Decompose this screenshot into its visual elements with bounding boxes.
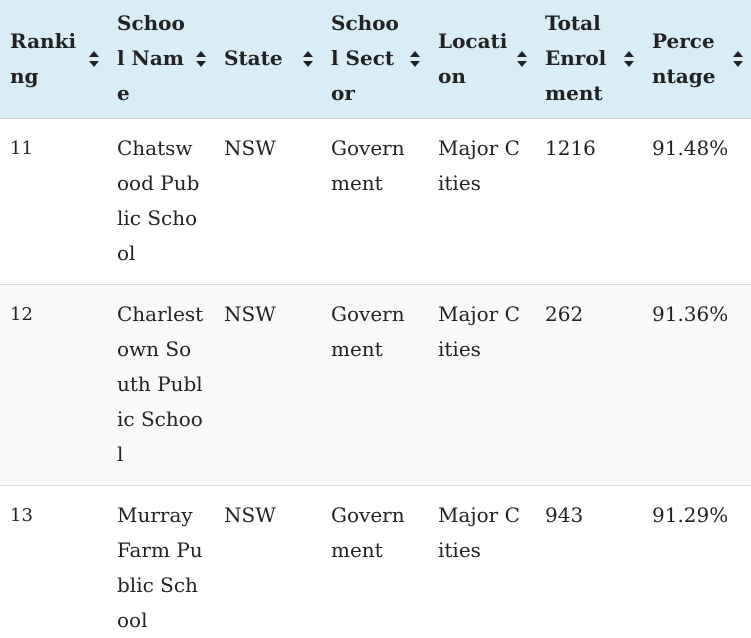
column-header-label: Location: [438, 28, 508, 88]
sort-icon[interactable]: [88, 49, 100, 69]
cell-ranking: 13: [0, 485, 107, 638]
table-header: Ranking School Name State School Sector …: [0, 0, 751, 119]
cell-percentage: 91.29%: [642, 485, 751, 638]
cell-percentage: 91.48%: [642, 118, 751, 285]
cell-total-enrolment: 1216: [535, 118, 642, 285]
table-row: 13 Murray Farm Public School NSW Governm…: [0, 485, 751, 638]
column-header-ranking[interactable]: Ranking: [0, 0, 107, 119]
cell-state: NSW: [214, 118, 321, 285]
cell-school-sector: Government: [321, 284, 428, 486]
column-header-percentage[interactable]: Percentage: [642, 0, 751, 119]
table-body: 11 Chatswood Public School NSW Governmen…: [0, 118, 751, 638]
table-row: 12 Charlestown South Public School NSW G…: [0, 284, 751, 486]
cell-state: NSW: [214, 284, 321, 486]
column-header-label: Percentage: [652, 28, 716, 88]
column-header-label: School Sector: [331, 11, 399, 106]
cell-location: Major Cities: [428, 284, 535, 486]
cell-location: Major Cities: [428, 485, 535, 638]
cell-location: Major Cities: [428, 118, 535, 285]
sort-icon[interactable]: [409, 49, 421, 69]
cell-state: NSW: [214, 485, 321, 638]
column-header-label: State: [224, 46, 283, 71]
column-header-school-sector[interactable]: School Sector: [321, 0, 428, 119]
cell-total-enrolment: 943: [535, 485, 642, 638]
cell-total-enrolment: 262: [535, 284, 642, 486]
column-header-location[interactable]: Location: [428, 0, 535, 119]
table-row: 11 Chatswood Public School NSW Governmen…: [0, 118, 751, 285]
column-header-total-enrolment[interactable]: Total Enrolment: [535, 0, 642, 119]
column-header-label: Total Enrolment: [545, 11, 607, 106]
column-header-school-name[interactable]: School Name: [107, 0, 214, 119]
sort-icon[interactable]: [195, 49, 207, 69]
sort-icon[interactable]: [732, 49, 744, 69]
sort-icon[interactable]: [302, 49, 314, 69]
cell-school-name: Chatswood Public School: [107, 118, 214, 285]
cell-ranking: 12: [0, 284, 107, 486]
cell-percentage: 91.36%: [642, 284, 751, 486]
column-header-label: Ranking: [10, 28, 77, 88]
header-row: Ranking School Name State School Sector …: [0, 0, 751, 119]
sort-icon[interactable]: [516, 49, 528, 69]
cell-school-sector: Government: [321, 118, 428, 285]
column-header-state[interactable]: State: [214, 0, 321, 119]
column-header-label: School Name: [117, 11, 185, 106]
sort-icon[interactable]: [623, 49, 635, 69]
cell-school-sector: Government: [321, 485, 428, 638]
cell-school-name: Charlestown South Public School: [107, 284, 214, 486]
cell-ranking: 11: [0, 118, 107, 285]
cell-school-name: Murray Farm Public School: [107, 485, 214, 638]
